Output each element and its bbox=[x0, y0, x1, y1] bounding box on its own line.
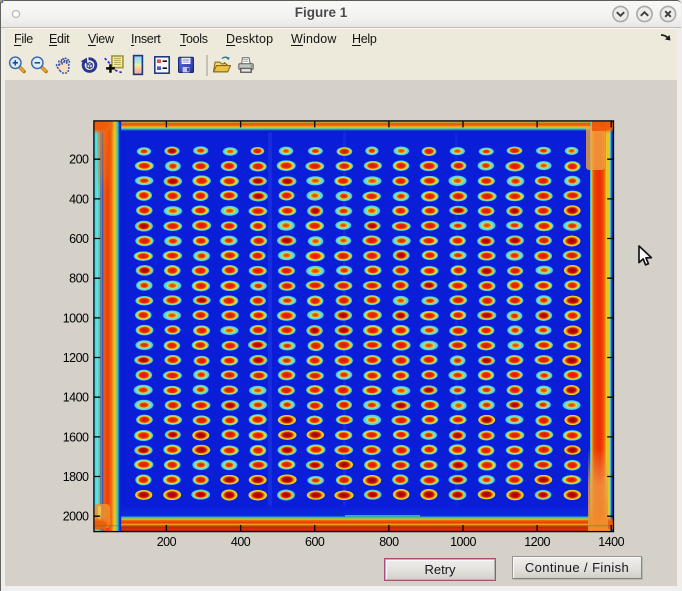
svg-text:1600: 1600 bbox=[63, 430, 89, 444]
svg-text:1200: 1200 bbox=[63, 351, 89, 365]
svg-text:400: 400 bbox=[231, 535, 251, 549]
svg-text:1000: 1000 bbox=[63, 311, 89, 325]
svg-text:400: 400 bbox=[69, 192, 89, 206]
svg-text:800: 800 bbox=[379, 535, 399, 549]
svg-text:800: 800 bbox=[69, 272, 89, 286]
svg-text:600: 600 bbox=[305, 535, 325, 549]
svg-text:1400: 1400 bbox=[598, 535, 624, 549]
svg-text:200: 200 bbox=[157, 535, 177, 549]
svg-text:1200: 1200 bbox=[524, 535, 550, 549]
svg-text:2000: 2000 bbox=[63, 510, 89, 524]
svg-text:1400: 1400 bbox=[63, 391, 89, 405]
svg-text:200: 200 bbox=[69, 153, 89, 167]
svg-text:1000: 1000 bbox=[450, 535, 476, 549]
svg-text:600: 600 bbox=[69, 232, 89, 246]
svg-text:1800: 1800 bbox=[63, 470, 89, 484]
